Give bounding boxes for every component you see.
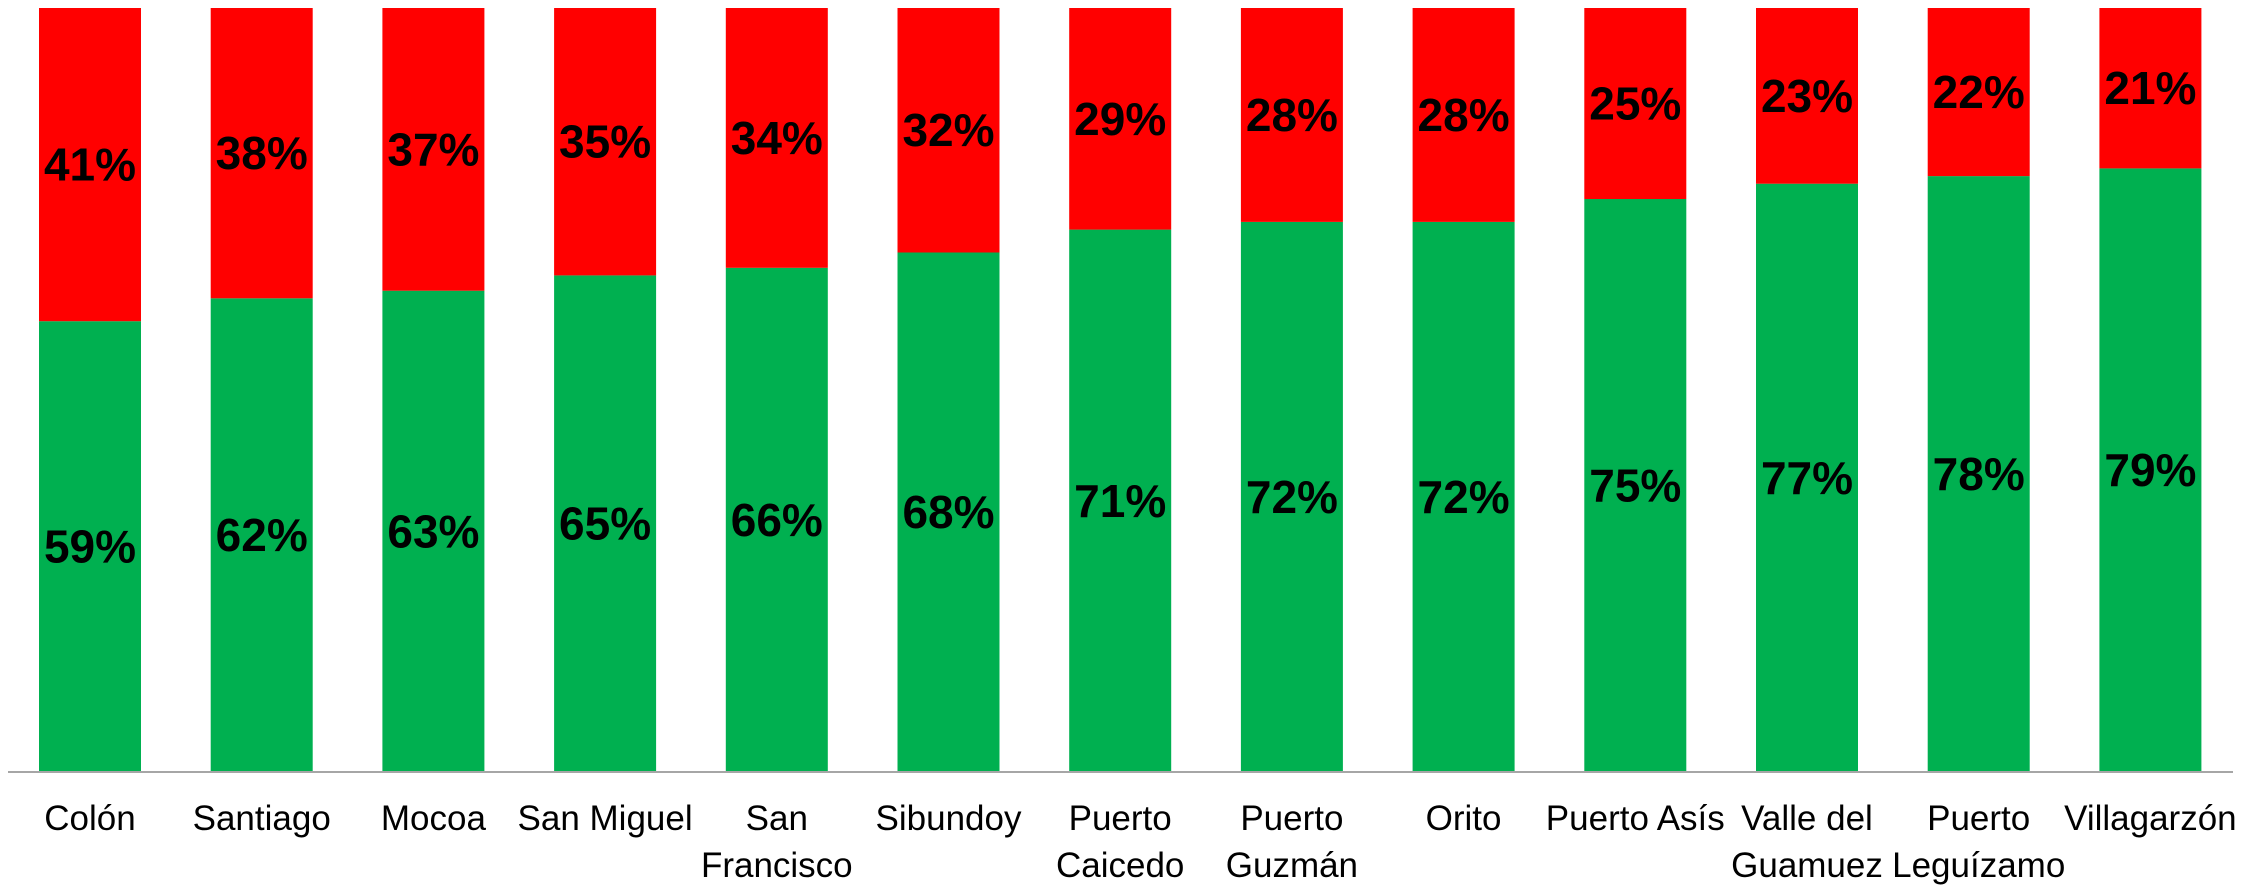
category-label-11: Puerto Leguízamo <box>1892 799 2065 885</box>
data-label-0-10: 77% <box>1761 452 1853 504</box>
bar-segment-1-5 <box>897 8 1000 253</box>
data-label-1-6: 29% <box>1074 93 1166 145</box>
data-label-1-7: 28% <box>1246 89 1338 141</box>
category-label-line: Guamuez <box>1731 846 1883 885</box>
category-label-8: Orito <box>1426 799 1502 838</box>
bar-segment-0-11 <box>1927 176 2030 773</box>
data-label-1-2: 37% <box>387 123 479 175</box>
bars-group: 59% 41% 62% 38% 63% 37% 65% 35% 66% 34% 68% 32% 71% 2… <box>39 8 2202 773</box>
category-label-0: Colón <box>44 799 135 838</box>
category-label-1: Santiago <box>193 799 331 838</box>
category-label-line: Francisco <box>701 846 853 885</box>
bar-segment-1-6 <box>1069 8 1172 230</box>
category-label-line: Orito <box>1426 799 1502 838</box>
category-label-line: Mocoa <box>381 799 487 838</box>
data-label-0-9: 75% <box>1589 460 1681 512</box>
bar-segment-1-1 <box>210 8 313 299</box>
category-label-4: San Francisco <box>701 799 853 885</box>
data-label-0-2: 63% <box>387 505 479 557</box>
category-label-6: Puerto Caicedo <box>1056 799 1184 885</box>
category-label-line: Valle del <box>1741 799 1873 838</box>
category-label-12: Villagarzón <box>2064 799 2237 838</box>
data-label-0-6: 71% <box>1074 475 1166 527</box>
data-label-1-3: 35% <box>559 116 651 168</box>
category-label-line: Santiago <box>193 799 331 838</box>
data-label-1-8: 28% <box>1418 89 1510 141</box>
category-label-line: Puerto <box>1069 799 1172 838</box>
bar-segment-1-7 <box>1240 8 1343 222</box>
category-label-line: Puerto <box>1240 799 1343 838</box>
category-label-line: Puerto <box>1927 799 2030 838</box>
category-labels: Colón Santiago Mocoa San Miguel San Francisco… <box>44 799 2236 885</box>
data-label-0-0: 59% <box>44 521 136 573</box>
category-label-line: Colón <box>44 799 135 838</box>
data-label-1-1: 38% <box>216 127 308 179</box>
bar-segment-0-6 <box>1069 229 1172 773</box>
category-label-line: Sibundoy <box>876 799 1022 838</box>
category-label-line: Villagarzón <box>2064 799 2237 838</box>
category-label-5: Sibundoy <box>876 799 1022 838</box>
bar-segment-1-12 <box>2099 8 2202 169</box>
category-label-line: San Miguel <box>518 799 693 838</box>
data-label-1-0: 41% <box>44 139 136 191</box>
data-label-0-1: 62% <box>216 509 308 561</box>
data-label-1-12: 21% <box>2104 62 2196 114</box>
data-label-1-5: 32% <box>902 104 994 156</box>
bar-segment-1-11 <box>1927 8 2030 177</box>
data-label-0-5: 68% <box>902 486 994 538</box>
category-label-9: Puerto Asís <box>1546 799 1725 838</box>
bar-segment-0-4 <box>725 267 828 772</box>
category-label-line: Puerto Asís <box>1546 799 1725 838</box>
bar-segment-1-10 <box>1756 8 1858 184</box>
category-label-7: Puerto Guzmán <box>1226 799 1358 885</box>
bar-segment-1-8 <box>1412 8 1515 222</box>
bar-segment-0-7 <box>1240 221 1343 772</box>
bar-segment-1-0 <box>39 8 141 322</box>
data-label-0-7: 72% <box>1246 471 1338 523</box>
bar-segment-1-4 <box>725 8 828 268</box>
bar-segment-1-2 <box>382 8 485 291</box>
category-label-line: Guzmán <box>1226 846 1358 885</box>
data-label-0-8: 72% <box>1418 471 1510 523</box>
bar-segment-0-9 <box>1584 199 1687 772</box>
bar-segment-0-0 <box>39 321 141 772</box>
data-label-0-4: 66% <box>731 494 823 546</box>
bar-segment-0-2 <box>382 290 485 772</box>
bar-segment-0-3 <box>554 275 657 772</box>
category-label-3: San Miguel <box>518 799 693 838</box>
data-label-0-12: 79% <box>2104 444 2196 496</box>
bar-segment-0-1 <box>210 298 313 772</box>
data-label-1-11: 22% <box>1933 66 2025 118</box>
category-label-10: Valle del Guamuez <box>1731 799 1883 885</box>
category-label-line: Leguízamo <box>1892 846 2065 885</box>
data-label-1-10: 23% <box>1761 70 1853 122</box>
bar-segment-0-8 <box>1412 221 1515 772</box>
category-label-line: San <box>746 799 808 838</box>
category-label-2: Mocoa <box>381 799 487 838</box>
bar-segment-1-3 <box>554 8 657 276</box>
category-label-line: Caicedo <box>1056 846 1184 885</box>
bar-segment-0-5 <box>897 252 1000 772</box>
bar-segment-0-10 <box>1756 183 1858 772</box>
bar-segment-0-12 <box>2099 168 2202 772</box>
data-label-0-3: 65% <box>559 498 651 550</box>
data-label-0-11: 78% <box>1933 448 2025 500</box>
bar-segment-1-9 <box>1584 8 1687 199</box>
data-label-1-4: 34% <box>731 112 823 164</box>
data-label-1-9: 25% <box>1589 78 1681 130</box>
